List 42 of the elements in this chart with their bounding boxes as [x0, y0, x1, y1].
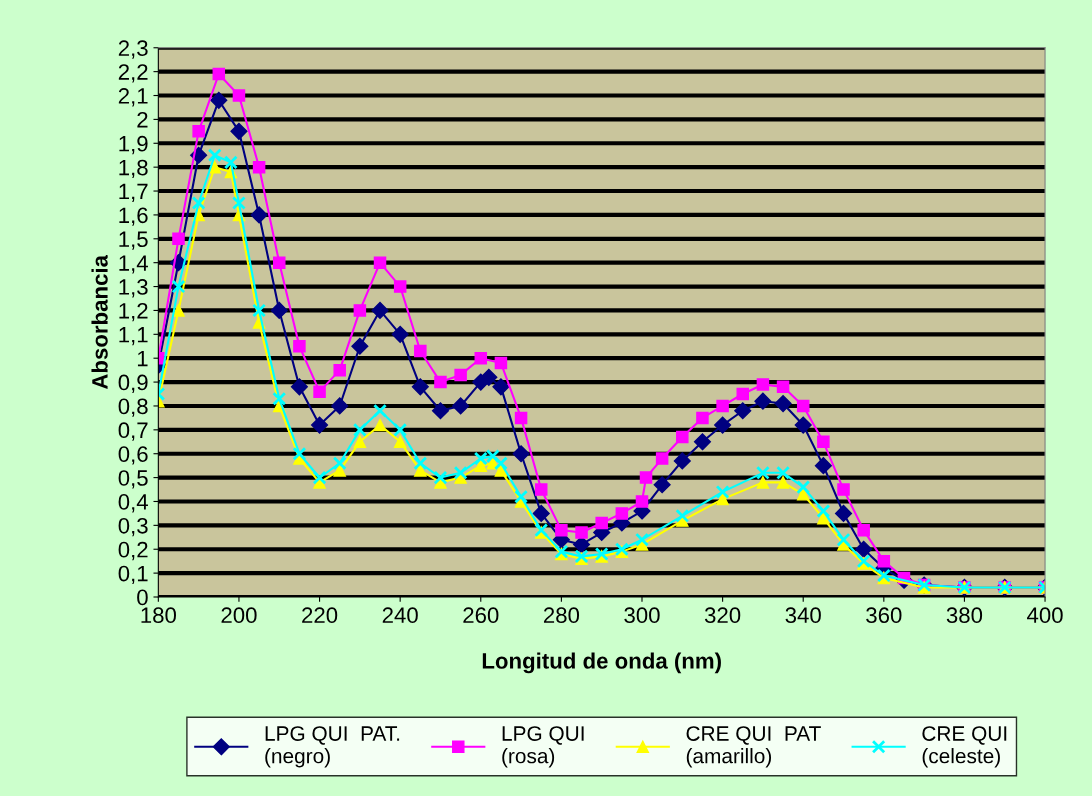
- y-tick-label: 0,3: [118, 517, 148, 537]
- y-tick-label: 2,2: [118, 64, 148, 83]
- x-tick-label: 260: [463, 607, 499, 624]
- x-tick-label: 180: [141, 607, 177, 624]
- y-tick-label: 0,8: [118, 398, 148, 417]
- x-axis-title: Longitud de onda (nm): [482, 652, 721, 674]
- y-tick-label: 1,1: [119, 327, 148, 346]
- legend-label: LPG QUI PAT. (negro): [265, 726, 400, 768]
- y-tick-label: 1,2: [119, 302, 148, 322]
- x-tick-label: 360: [866, 607, 902, 624]
- x-tick-label: 240: [382, 607, 418, 624]
- legend-label: CRE QUI (celeste): [922, 726, 1007, 768]
- x-tick-label: 320: [704, 607, 741, 624]
- x-tick-label: 200: [221, 607, 257, 624]
- y-tick-label: 0,4: [118, 494, 148, 513]
- y-tick-label: 2: [137, 111, 148, 128]
- y-tick-label: 0,7: [118, 422, 148, 441]
- y-tick-label: 1: [137, 350, 148, 367]
- y-tick-label: 0,2: [118, 541, 148, 561]
- y-tick-label: 1,8: [119, 159, 148, 179]
- y-tick-label: 1,6: [119, 207, 148, 226]
- y-tick-label: 2,1: [118, 88, 148, 107]
- y-tick-label: 1,5: [119, 231, 148, 250]
- legend-label: CRE QUI PAT (amarillo): [686, 726, 821, 768]
- y-tick-label: 0,1: [118, 565, 148, 585]
- y-tick-label: 1,3: [119, 279, 148, 298]
- x-tick-label: 380: [946, 607, 983, 624]
- y-tick-label: 0,6: [118, 446, 148, 465]
- y-tick-label: 1,9: [119, 135, 148, 155]
- y-tick-label: 0: [137, 589, 148, 606]
- y-tick-label: 0,9: [118, 374, 148, 393]
- y-tick-label: 1,4: [119, 255, 148, 274]
- y-tick-label: 0,5: [118, 470, 148, 489]
- x-tick-label: 280: [543, 607, 580, 624]
- x-tick-label: 300: [624, 607, 660, 624]
- x-tick-label: 400: [1027, 607, 1063, 624]
- y-tick-label: 1,7: [119, 183, 148, 202]
- legend-label: LPG QUI (rosa): [502, 726, 584, 768]
- x-tick-label: 340: [785, 607, 821, 624]
- y-axis-title: Absorbancia: [91, 254, 108, 390]
- y-tick-label: 2,3: [118, 40, 148, 59]
- x-tick-label: 220: [302, 607, 338, 624]
